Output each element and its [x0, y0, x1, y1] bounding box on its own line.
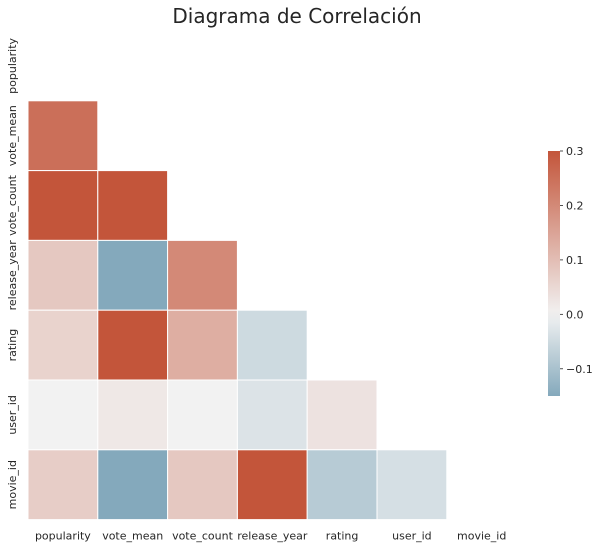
y-tick-label-release_year: release_year — [6, 240, 19, 311]
heatmap-cell-movie_id-vote_count — [167, 449, 238, 521]
heatmap-cell-movie_id-rating — [306, 449, 378, 521]
heatmap-cell-rating-vote_mean — [97, 309, 169, 381]
x-tick-label-rating: rating — [326, 530, 359, 543]
heatmap-cell-movie_id-vote_mean — [97, 449, 169, 521]
heatmap-cell-user_id-rating — [306, 379, 378, 451]
heatmap-cell-movie_id-user_id — [376, 449, 448, 521]
x-tick-label-release_year: release_year — [237, 530, 308, 543]
heatmap-cell-release_year-vote_count — [167, 239, 238, 311]
heatmap-cell-rating-vote_count — [167, 309, 238, 381]
y-tick-label-popularity: popularity — [6, 37, 19, 93]
heatmap-cell-movie_id-release_year — [236, 449, 308, 521]
colorbar-tick-label: 0.1 — [566, 254, 584, 267]
colorbar-ticks: 0.3 0.2 0.1 0.0 −0.1 — [560, 145, 593, 376]
heatmap-cells — [27, 100, 448, 521]
y-tick-label-vote_count: vote_count — [6, 174, 19, 236]
colorbar: 0.3 0.2 0.1 0.0 −0.1 — [548, 145, 593, 396]
colorbar-tick-label: −0.1 — [566, 363, 593, 376]
x-tick-label-vote_mean: vote_mean — [102, 530, 163, 543]
heatmap-cell-release_year-vote_mean — [97, 239, 169, 311]
colorbar-tick-label: 0.3 — [566, 145, 584, 158]
x-tick-label-vote_count: vote_count — [172, 530, 234, 543]
chart-title: Diagrama de Correlación — [172, 4, 421, 28]
heatmap-cell-vote_count-popularity — [27, 170, 99, 241]
heatmap-cell-vote_count-vote_mean — [97, 170, 169, 241]
y-tick-label-vote_mean: vote_mean — [6, 105, 19, 166]
heatmap-cell-user_id-release_year — [236, 379, 308, 451]
colorbar-tick-label: 0.2 — [566, 199, 584, 212]
heatmap-cell-release_year-popularity — [27, 239, 99, 311]
x-tick-label-movie_id: movie_id — [457, 530, 506, 543]
y-tick-label-rating: rating — [6, 329, 19, 362]
x-tick-labels: popularity vote_mean vote_count release_yea… — [35, 530, 506, 543]
heatmap-cell-vote_mean-popularity — [27, 100, 99, 172]
y-tick-label-movie_id: movie_id — [6, 460, 19, 509]
heatmap-cell-movie_id-popularity — [27, 449, 99, 521]
heatmap-cell-user_id-vote_count — [167, 379, 238, 451]
x-tick-label-popularity: popularity — [35, 530, 91, 543]
y-tick-labels: popularity vote_mean vote_count release_yea… — [6, 37, 19, 509]
y-tick-label-user_id: user_id — [6, 395, 19, 435]
heatmap-cell-rating-release_year — [236, 309, 308, 381]
x-tick-label-user_id: user_id — [392, 530, 432, 543]
colorbar-gradient — [548, 151, 560, 396]
heatmap-cell-user_id-vote_mean — [97, 379, 169, 451]
heatmap-cell-rating-popularity — [27, 309, 99, 381]
heatmap-cell-user_id-popularity — [27, 379, 99, 451]
colorbar-tick-label: 0.0 — [566, 308, 584, 321]
